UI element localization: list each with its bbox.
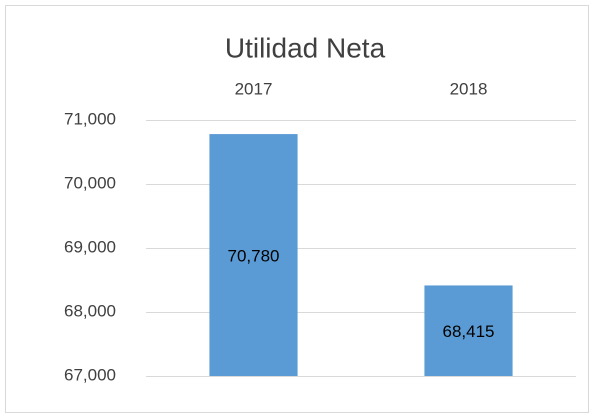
data-label: 70,780	[228, 247, 280, 266]
bar	[424, 285, 513, 376]
data-label: 68,415	[443, 322, 495, 341]
y-tick-label: 70,000	[64, 173, 116, 192]
x-tick-label: 2018	[450, 79, 488, 98]
chart-title: Utilidad Neta	[225, 32, 386, 63]
y-tick-label: 71,000	[64, 109, 116, 128]
y-tick-label: 69,000	[64, 237, 116, 256]
x-tick-label: 2017	[235, 79, 273, 98]
y-tick-label: 68,000	[64, 301, 116, 320]
bar	[209, 134, 298, 376]
y-tick-label: 67,000	[64, 365, 116, 384]
